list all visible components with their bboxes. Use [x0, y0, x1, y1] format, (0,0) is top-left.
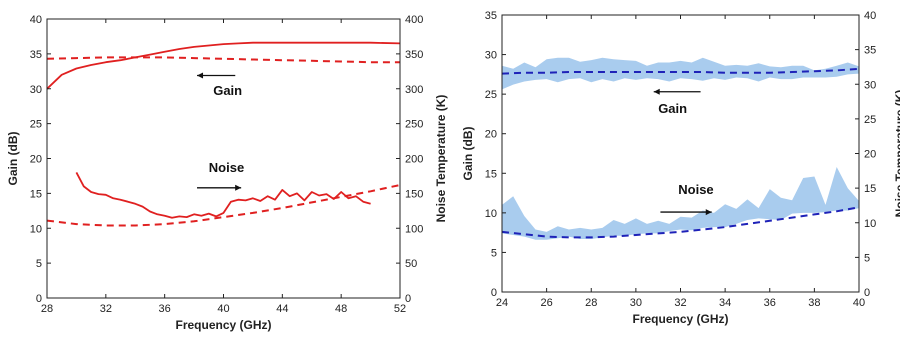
y-tick-label: 15: [30, 188, 42, 200]
y2-tick-label: 25: [864, 114, 876, 126]
right-chart-panel: 24 26 28 30 32 34 36 38 400510152025303505101520…: [461, 10, 900, 326]
variation-band-0: [502, 57, 859, 90]
y2-tick-label: 5: [864, 252, 870, 264]
y-tick-label: 0: [491, 287, 497, 299]
y2-tick-label: 15: [864, 183, 876, 195]
y2-axis-label: Noise Temperature (K): [434, 95, 448, 223]
x-tick-label: 36: [159, 303, 171, 315]
noise-annotation-arrowhead: [235, 184, 242, 191]
y-tick-label: 15: [485, 168, 497, 180]
y2-tick-label: 100: [405, 223, 423, 235]
y2-tick-label: 250: [405, 119, 423, 131]
measured-series-line-0: [46, 41, 401, 90]
x-tick-label: 32: [674, 297, 686, 309]
y-axis-label: Gain (dB): [6, 132, 20, 186]
gain-annotation-label: Gain: [213, 83, 242, 98]
y-tick-label: 30: [485, 50, 497, 62]
y2-tick-label: 30: [864, 79, 876, 91]
y2-tick-label: 350: [405, 49, 423, 61]
gain-annotation-arrowhead: [197, 72, 204, 79]
y2-tick-label: 200: [405, 154, 423, 166]
x-axis-label: Frequency (GHz): [175, 318, 271, 332]
x-axis-label: Frequency (GHz): [632, 312, 728, 326]
y-tick-label: 35: [30, 49, 42, 61]
x-tick-label: 44: [276, 303, 288, 315]
gain-annotation-arrowhead: [653, 88, 660, 95]
y2-tick-label: 300: [405, 84, 423, 96]
x-tick-label: 28: [41, 303, 53, 315]
x-tick-label: 24: [496, 297, 508, 309]
left-chart-panel: 28 32 36 40 44 48 5205101520253035400501001502…: [6, 14, 448, 332]
y2-tick-label: 50: [405, 258, 417, 270]
x-tick-label: 30: [630, 297, 642, 309]
x-tick-label: 40: [217, 303, 229, 315]
y-tick-label: 25: [30, 119, 42, 131]
x-tick-label: 34: [719, 297, 731, 309]
y-tick-label: 35: [485, 10, 497, 22]
y-tick-label: 25: [485, 89, 497, 101]
y2-axis-label: Noise Temperature (K): [893, 90, 900, 218]
y-tick-label: 10: [485, 208, 497, 220]
variation-band-1: [502, 167, 859, 240]
simulated-series-line-1: [46, 56, 400, 64]
x-tick-label: 48: [335, 303, 347, 315]
y-tick-label: 0: [36, 293, 42, 305]
x-tick-label: 36: [764, 297, 776, 309]
y2-tick-label: 10: [864, 218, 876, 230]
x-tick-label: 52: [394, 303, 406, 315]
simulated-series-line-3: [46, 184, 401, 227]
measured-series-line-2: [75, 171, 371, 219]
y2-tick-label: 0: [864, 287, 870, 299]
y-tick-label: 20: [30, 154, 42, 166]
x-tick-label: 38: [808, 297, 820, 309]
noise-annotation-label: Noise: [678, 182, 713, 197]
y-axis-label: Gain (dB): [461, 127, 475, 181]
gain-annotation-label: Gain: [658, 101, 687, 116]
x-tick-label: 28: [585, 297, 597, 309]
plot-frame: [501, 14, 860, 293]
y-tick-label: 40: [30, 14, 42, 26]
x-tick-label: 26: [541, 297, 553, 309]
y2-tick-label: 0: [405, 293, 411, 305]
y2-tick-label: 40: [864, 10, 876, 22]
y-tick-label: 30: [30, 84, 42, 96]
y-tick-label: 5: [36, 258, 42, 270]
noise-annotation-label: Noise: [209, 160, 244, 175]
y2-tick-label: 35: [864, 45, 876, 57]
y2-tick-label: 150: [405, 188, 423, 200]
noise-annotation-arrowhead: [705, 209, 712, 216]
x-tick-label: 32: [100, 303, 112, 315]
x-tick-label: 40: [853, 297, 865, 309]
y-tick-label: 20: [485, 129, 497, 141]
y2-tick-label: 400: [405, 14, 423, 26]
y-tick-label: 5: [491, 247, 497, 259]
y-tick-label: 10: [30, 223, 42, 235]
y2-tick-label: 20: [864, 149, 876, 161]
